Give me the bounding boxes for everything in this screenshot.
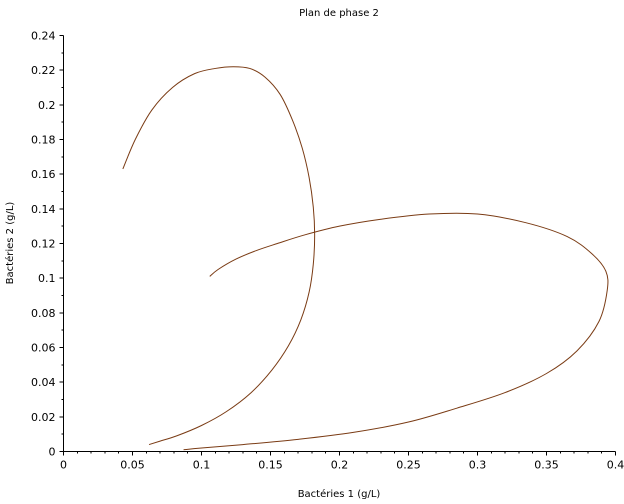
y-tick-label: 0.18 — [31, 134, 56, 147]
x-ticks: 0 0.05 0.1 0.15 0.2 0.25 0.3 0.35 0.4 — [60, 451, 624, 472]
y-tick-label: 0.02 — [31, 411, 56, 424]
x-tick-label: 0.15 — [258, 459, 283, 472]
x-tick-label: 0.3 — [469, 459, 487, 472]
x-tick-label: 0 — [60, 459, 67, 472]
y-tick-label: 0.16 — [31, 168, 56, 181]
y-tick-label: 0.12 — [31, 238, 56, 251]
x-tick-label: 0.35 — [534, 459, 559, 472]
y-ticks: 0 0.02 0.04 0.06 0.08 0.1 0.12 0.14 0.16 0.18 0.2 0… — [31, 30, 64, 459]
x-tick-label: 0.4 — [607, 459, 624, 472]
y-tick-label: 0.22 — [31, 64, 56, 77]
x-axis-label: Bactéries 1 (g/L) — [298, 488, 381, 500]
x-tick-label: 0.1 — [193, 459, 211, 472]
y-tick-label: 0 — [49, 446, 56, 459]
x-tick-label: 0.05 — [120, 459, 145, 472]
x-tick-label: 0.25 — [396, 459, 421, 472]
x-tick-label: 0.2 — [331, 459, 349, 472]
series-group — [122, 66, 609, 451]
chart-title: Plan de phase 2 — [299, 8, 379, 19]
y-tick-label: 0.2 — [38, 99, 56, 112]
plot-area: 0 0.05 0.1 0.15 0.2 0.25 0.3 0.35 0.4 00.020.040… — [31, 30, 624, 472]
y-tick-label: 0.1 — [38, 272, 56, 285]
series-line — [183, 212, 609, 451]
y-tick-label: 0.14 — [31, 203, 56, 216]
y-tick-label: 0.24 — [31, 30, 56, 43]
y-tick-label: 0.08 — [31, 307, 56, 320]
series-line — [122, 66, 316, 446]
y-tick-label: 0.04 — [31, 376, 56, 389]
y-axis-label: Bactéries 2 (g/L) — [4, 202, 16, 285]
y-tick-label: 0.06 — [31, 342, 56, 355]
